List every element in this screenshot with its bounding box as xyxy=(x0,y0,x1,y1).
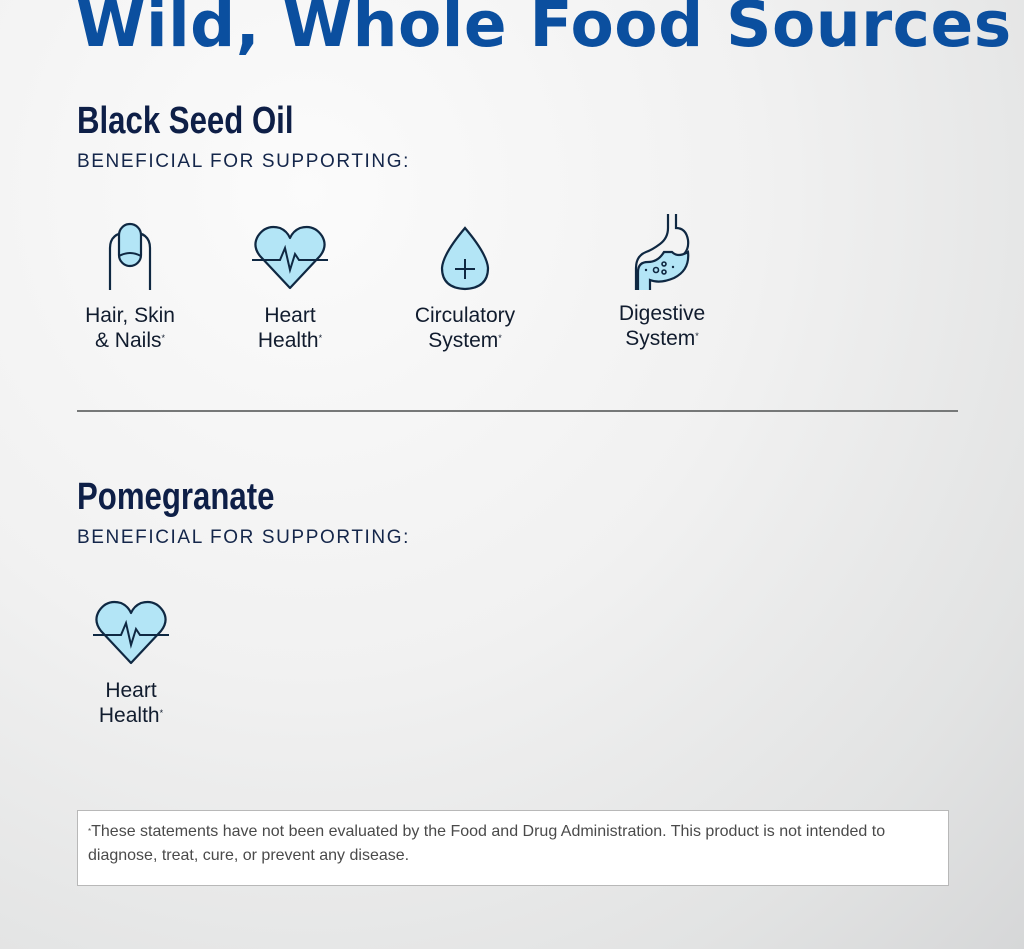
benefit-digestive-system: Digestive System* xyxy=(577,212,747,351)
benefit-circulatory-system: Circulatory System* xyxy=(380,218,550,353)
benefit-label-line1: Circulatory xyxy=(414,304,516,327)
fingernail-icon xyxy=(108,222,152,290)
benefit-label-line2: System xyxy=(625,327,696,350)
asterisk: * xyxy=(88,827,92,836)
stomach-icon xyxy=(634,214,690,290)
benefit-label-line1: Heart xyxy=(105,679,157,702)
section-subtitle: BENEFICIAL FOR SUPPORTING: xyxy=(77,527,410,548)
heartbeat-icon xyxy=(252,225,328,290)
asterisk: * xyxy=(159,708,164,718)
fda-disclaimer: *These statements have not been evaluate… xyxy=(77,810,949,886)
benefit-hair-skin-nails: Hair, Skin & Nails* xyxy=(45,218,215,353)
benefit-label-line2: System xyxy=(428,329,499,352)
section-divider xyxy=(77,410,958,412)
benefit-label-line1: Heart xyxy=(264,304,316,327)
benefit-label-line1: Hair, Skin xyxy=(85,304,175,327)
benefit-label-line2: & Nails xyxy=(94,329,162,352)
heartbeat-icon xyxy=(93,600,169,665)
section-subtitle: BENEFICIAL FOR SUPPORTING: xyxy=(77,151,410,172)
benefit-heart-health: Heart Health* xyxy=(205,218,375,353)
section-title-black-seed-oil: Black Seed Oil xyxy=(77,100,294,142)
benefit-label-line1: Digestive xyxy=(618,302,706,325)
benefit-label-line2: Health xyxy=(257,329,319,352)
benefit-heart-health: Heart Health* xyxy=(46,593,216,728)
section-title-pomegranate: Pomegranate xyxy=(77,476,275,518)
blood-drop-plus-icon xyxy=(440,226,490,291)
asterisk: * xyxy=(498,333,502,343)
asterisk: * xyxy=(318,333,323,343)
page-title: Wild, Whole Food Sources xyxy=(76,0,1012,61)
disclaimer-text: These statements have not been evaluated… xyxy=(88,823,886,864)
benefit-label-line2: Health xyxy=(98,704,160,727)
asterisk: * xyxy=(695,331,699,341)
asterisk: * xyxy=(161,333,166,343)
